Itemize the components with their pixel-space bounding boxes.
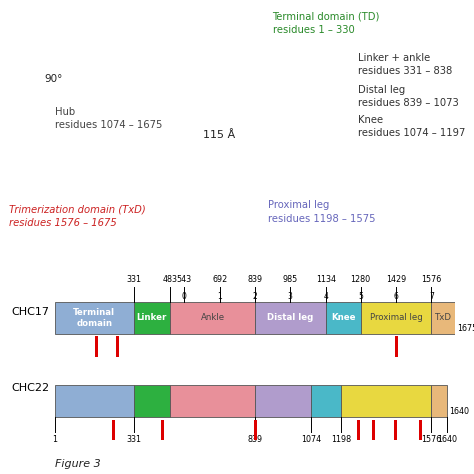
Text: Terminal domain (TD)
residues 1 – 330: Terminal domain (TD) residues 1 – 330 [273,12,380,35]
Bar [170,302,255,334]
Bar [311,385,341,418]
Text: 985: 985 [283,275,298,284]
Bar [255,302,326,334]
Text: 1074: 1074 [301,435,321,444]
Bar [170,385,255,418]
Text: 331: 331 [126,275,141,284]
Text: 1: 1 [218,292,222,301]
Text: 1134: 1134 [316,275,336,284]
Text: 115 Å: 115 Å [203,130,235,140]
Bar [373,419,375,440]
Text: 3: 3 [288,292,292,301]
Text: 7: 7 [429,292,434,301]
Bar [112,419,115,440]
Text: 1: 1 [52,435,57,444]
Bar [357,419,360,440]
Text: Knee
residues 1074 – 1197: Knee residues 1074 – 1197 [358,115,465,138]
Text: Ankle: Ankle [201,313,225,322]
Text: 1280: 1280 [351,275,371,284]
Text: CHC22: CHC22 [12,383,50,393]
Text: 543: 543 [177,275,192,284]
Text: 0: 0 [182,292,187,301]
Bar [254,419,256,440]
Text: 1640: 1640 [437,435,456,444]
Bar [134,385,170,418]
Text: Figure 3: Figure 3 [55,459,100,469]
Text: Terminal
domain: Terminal domain [73,308,115,328]
Bar [161,419,164,440]
Bar [431,385,447,418]
Text: 331: 331 [126,435,141,444]
Text: Linker: Linker [137,313,167,322]
Bar [55,385,134,418]
Bar [431,302,455,334]
Text: Proximal leg
residues 1198 – 1575: Proximal leg residues 1198 – 1575 [268,201,375,224]
Text: Trimerization domain (TxD)
residues 1576 – 1675: Trimerization domain (TxD) residues 1576… [9,204,146,228]
Text: Distal leg: Distal leg [267,313,313,322]
Text: 1198: 1198 [331,435,351,444]
Bar [255,385,311,418]
Text: 839: 839 [247,435,263,444]
Text: 6: 6 [394,292,399,301]
Bar [419,419,422,440]
Text: 90°: 90° [44,74,63,84]
Text: 2: 2 [253,292,257,301]
Bar [326,302,361,334]
Text: 1576: 1576 [421,275,441,284]
Text: 692: 692 [212,275,228,284]
Bar [361,302,431,334]
Text: 1640: 1640 [449,408,469,417]
Text: Proximal leg: Proximal leg [370,313,422,322]
Text: Linker + ankle
residues 331 – 838: Linker + ankle residues 331 – 838 [358,53,452,76]
Text: TxD: TxD [435,313,452,322]
Bar [134,302,170,334]
Text: 483: 483 [163,275,177,284]
Text: 1576: 1576 [421,435,441,444]
Bar [341,385,431,418]
Text: 1675: 1675 [457,324,474,333]
Text: 839: 839 [247,275,263,284]
Text: Knee: Knee [331,313,356,322]
Bar [395,336,398,357]
Text: Hub
residues 1074 – 1675: Hub residues 1074 – 1675 [55,107,162,130]
Bar [55,302,134,334]
Text: 5: 5 [358,292,363,301]
Text: 1429: 1429 [386,275,406,284]
Bar [394,419,397,440]
Text: 4: 4 [323,292,328,301]
Bar [117,336,119,357]
Bar [95,336,98,357]
Text: Distal leg
residues 839 – 1073: Distal leg residues 839 – 1073 [358,85,459,108]
Text: CHC17: CHC17 [12,307,50,317]
